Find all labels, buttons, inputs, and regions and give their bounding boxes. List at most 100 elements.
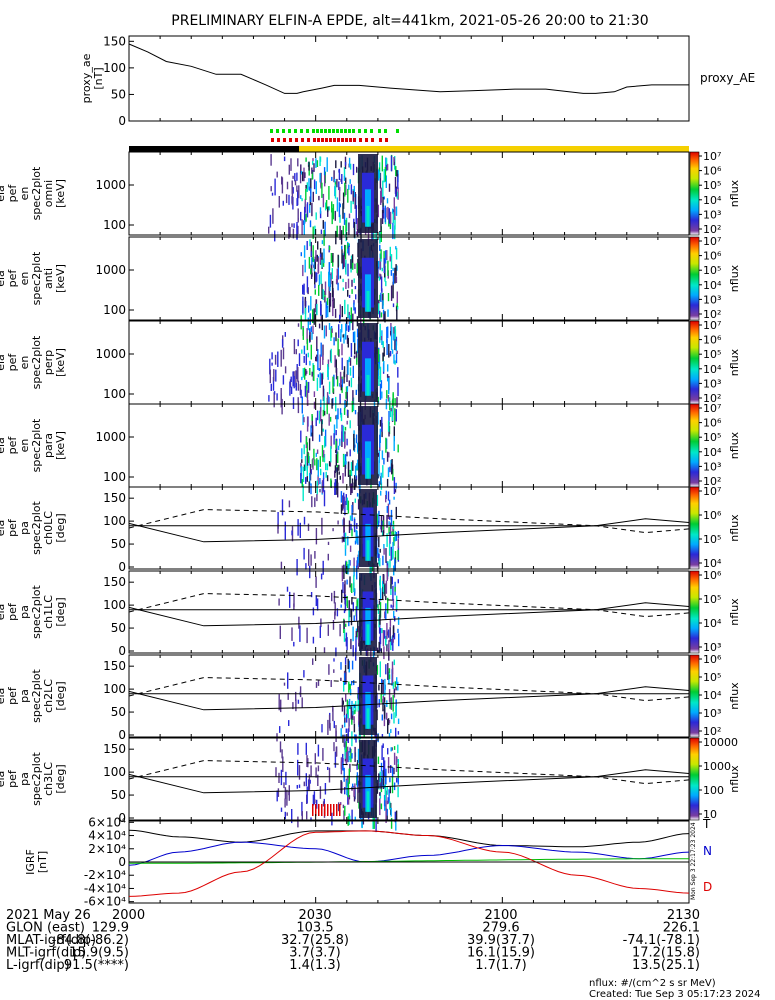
spectrogram-cell	[341, 174, 343, 184]
orbit-row-value: 15.9(9.5)	[69, 946, 129, 961]
colorbar-label: nflux	[728, 431, 741, 459]
spectrogram-cell	[348, 668, 351, 672]
bfield-legend-t: T	[702, 817, 711, 831]
spectrogram-cell	[304, 259, 306, 273]
spectrogram-cell	[354, 307, 356, 314]
colorbar-tick-label: 10⁴	[703, 446, 722, 459]
spectrogram-cell	[379, 798, 381, 816]
y-tick-label: 150	[103, 491, 126, 505]
spectrogram-cell	[280, 769, 283, 786]
y-tick-label: 0	[118, 855, 126, 869]
colorbar-tick-label: 10⁵	[703, 671, 721, 684]
spectrogram-cell	[335, 367, 338, 380]
spectrogram-cell	[380, 190, 382, 205]
spectrogram-cell	[315, 595, 317, 606]
spectrogram-cell	[344, 758, 347, 762]
orbit-row-value: 17.2(15.8)	[632, 946, 700, 961]
spectrogram-cell	[354, 343, 356, 355]
spectrogram-cell	[318, 368, 320, 372]
spectrogram-cell	[306, 370, 308, 374]
orbit-row-value: 129.9	[92, 921, 129, 936]
spectrogram-cell	[366, 648, 369, 657]
bfield-side-note: Mon Sep 3 22:17:23 2024	[690, 822, 697, 900]
spectrogram-cell	[391, 349, 394, 354]
spectrogram-cell	[314, 303, 317, 313]
spectrogram-cell	[377, 169, 380, 181]
spectrogram-cell	[395, 409, 397, 422]
y-tick-label: 2×10⁴	[88, 842, 126, 856]
spectrogram-cell	[377, 363, 380, 380]
spectrogram-cell	[327, 207, 329, 217]
spectrogram-cell	[385, 281, 387, 287]
spectrogram-cell	[301, 219, 303, 235]
spectrogram-ylabel-line: pef	[6, 269, 19, 288]
colorbar-tick-label: 100	[703, 784, 724, 797]
spectrogram-cell	[395, 705, 397, 718]
spectrogram-cell	[396, 397, 398, 408]
spectrogram-cell	[274, 354, 277, 365]
spectrogram-cell	[349, 560, 351, 566]
spectrogram-cell	[379, 383, 382, 400]
spectrogram-cell	[380, 777, 382, 790]
spectrogram-cell	[338, 802, 340, 812]
spectrogram-cell	[353, 482, 355, 490]
spectrogram-cell	[314, 753, 316, 765]
spectrogram-cell	[283, 156, 286, 162]
spectrogram-cell	[380, 218, 382, 232]
spectrogram-cell	[305, 157, 307, 162]
bfield-series-line	[128, 841, 690, 866]
spectrogram-cell	[353, 185, 355, 198]
spectrogram-cell	[352, 460, 354, 471]
spectrogram-cell	[346, 420, 348, 425]
spectrogram-cell	[310, 344, 312, 360]
spectrogram-cell	[347, 658, 349, 670]
spectrogram-cell	[357, 258, 359, 276]
spectrogram-cell	[377, 452, 379, 457]
spectrogram-cell	[316, 410, 319, 421]
spectrogram-cell	[380, 490, 382, 496]
spectrogram-cell	[354, 498, 356, 503]
y-tick-label: 0	[118, 644, 126, 658]
spectrogram-cell	[378, 702, 380, 708]
spectrogram-cell	[345, 741, 347, 752]
colorbar-tick-label: 10⁴	[703, 617, 722, 630]
spectrogram-cell	[326, 397, 328, 415]
spectrogram-cell	[381, 450, 384, 460]
spectrogram-cell	[381, 770, 383, 787]
spectrogram-cell	[390, 270, 393, 276]
quality-flag-green	[276, 129, 279, 133]
spectrogram-cell	[269, 214, 272, 228]
spectrogram-cell	[348, 520, 351, 533]
spectrogram-cell	[331, 207, 333, 225]
spectrogram-cell	[355, 434, 358, 444]
spectrogram-cell	[315, 250, 317, 262]
spectrogram-cell	[386, 338, 388, 355]
spectrogram-cell	[327, 359, 330, 370]
spectrogram-cell	[309, 779, 311, 784]
spectrogram-cell	[378, 510, 380, 524]
spectrogram-cell	[322, 478, 325, 492]
spectrogram-cell	[291, 180, 293, 194]
spectrogram-cell	[346, 335, 349, 344]
spectrogram-cell	[321, 314, 323, 331]
colorbar	[689, 320, 700, 405]
spectrogram-cell	[297, 380, 300, 391]
spectrogram-cell	[335, 454, 337, 466]
spectrogram-cell	[338, 464, 340, 471]
spectrogram-cell	[332, 528, 334, 532]
spectrogram-cell	[343, 366, 346, 378]
spectrogram-cell	[339, 624, 341, 637]
spectrogram-cell	[353, 785, 355, 797]
spectrogram-cell	[314, 799, 316, 804]
spectrogram-cell	[382, 586, 384, 600]
spectrogram-cell	[353, 278, 355, 283]
spectrogram-cell	[344, 657, 347, 665]
spectrogram-cell	[285, 771, 287, 785]
spectrogram-cell	[318, 284, 320, 296]
spectrogram-cell	[331, 268, 333, 280]
spectrogram-cell	[379, 323, 381, 340]
spectrogram-cell	[297, 158, 299, 167]
spectrogram-cell	[396, 350, 398, 354]
spectrogram-cell	[386, 451, 389, 462]
spectrogram-cell	[307, 317, 309, 331]
